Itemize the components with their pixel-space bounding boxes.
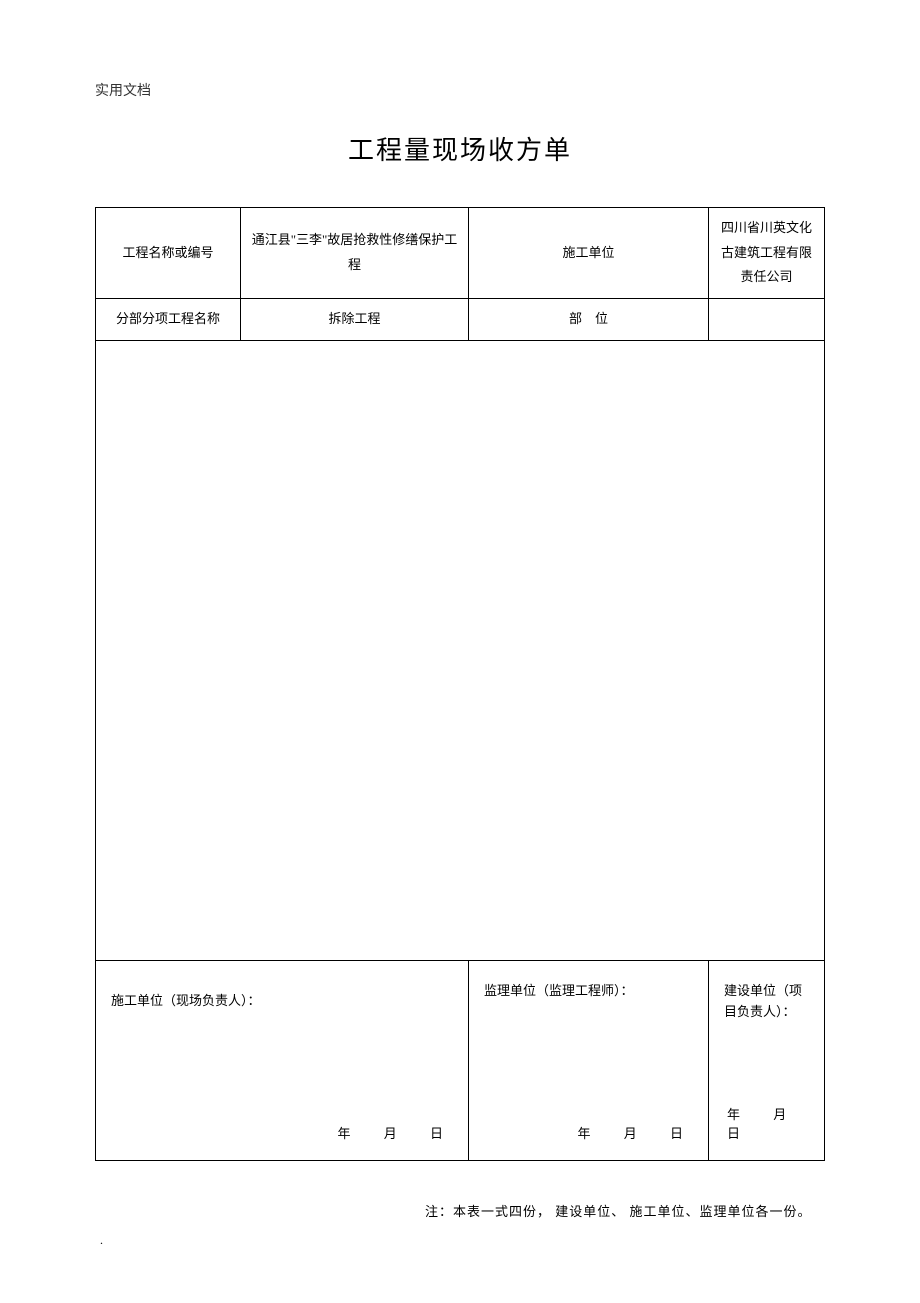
table-row-project: 工程名称或编号 通江县"三李"故居抢救性修缮保护工程 施工单位 四川省川英文化古… [96, 208, 825, 299]
date-year: 年 [577, 1126, 592, 1141]
table-row-body [96, 341, 825, 961]
table-row-signatures: 施工单位（现场负责人）： 年 月 日 监理单位（监理工程师）： 年 月 日 建设… [96, 961, 825, 1161]
date-year: 年 [727, 1107, 742, 1122]
page-dot: . [100, 1233, 103, 1248]
value-sub-project: 拆除工程 [241, 299, 468, 340]
value-construction-unit: 四川省川英文化古建筑工程有限责任公司 [709, 208, 824, 298]
sign-cell-owner: 建设单位（项目负责人）： 年 月 日 [709, 961, 825, 1161]
sign-label-construction: 施工单位（现场负责人）： [96, 961, 468, 1012]
date-day: 日 [670, 1126, 685, 1141]
date-month: 月 [773, 1107, 788, 1122]
date-day: 日 [727, 1126, 742, 1141]
table-row-subproject: 分部分项工程名称 拆除工程 部 位 [96, 299, 825, 341]
page-title: 工程量现场收方单 [95, 130, 825, 167]
label-project-name: 工程名称或编号 [96, 233, 240, 274]
date-month: 月 [384, 1126, 399, 1141]
label-sub-project: 分部分项工程名称 [96, 299, 240, 340]
sign-cell-construction: 施工单位（现场负责人）： 年 月 日 [96, 961, 469, 1161]
main-form-table: 工程名称或编号 通江县"三李"故居抢救性修缮保护工程 施工单位 四川省川英文化古… [95, 207, 825, 1161]
date-line-supervision: 年 月 日 [559, 1123, 693, 1142]
sign-cell-supervision: 监理单位（监理工程师）： 年 月 日 [469, 961, 709, 1161]
sign-label-owner: 建设单位（项目负责人）： [709, 961, 824, 1023]
date-line-owner: 年 月 日 [709, 1104, 809, 1142]
date-day: 日 [430, 1126, 445, 1141]
value-project-name: 通江县"三李"故居抢救性修缮保护工程 [241, 220, 468, 285]
value-location [709, 312, 824, 328]
footer-note: 注：本表一式四份， 建设单位、 施工单位、监理单位各一份。 [95, 1201, 825, 1220]
sign-label-supervision: 监理单位（监理工程师）： [469, 961, 708, 1002]
label-location: 部 位 [469, 299, 708, 340]
label-construction-unit: 施工单位 [469, 233, 708, 274]
doc-type-label: 实用文档 [95, 80, 825, 100]
date-line-construction: 年 月 日 [319, 1123, 453, 1142]
body-content-area [96, 341, 825, 961]
date-month: 月 [624, 1126, 639, 1141]
date-year: 年 [337, 1126, 352, 1141]
